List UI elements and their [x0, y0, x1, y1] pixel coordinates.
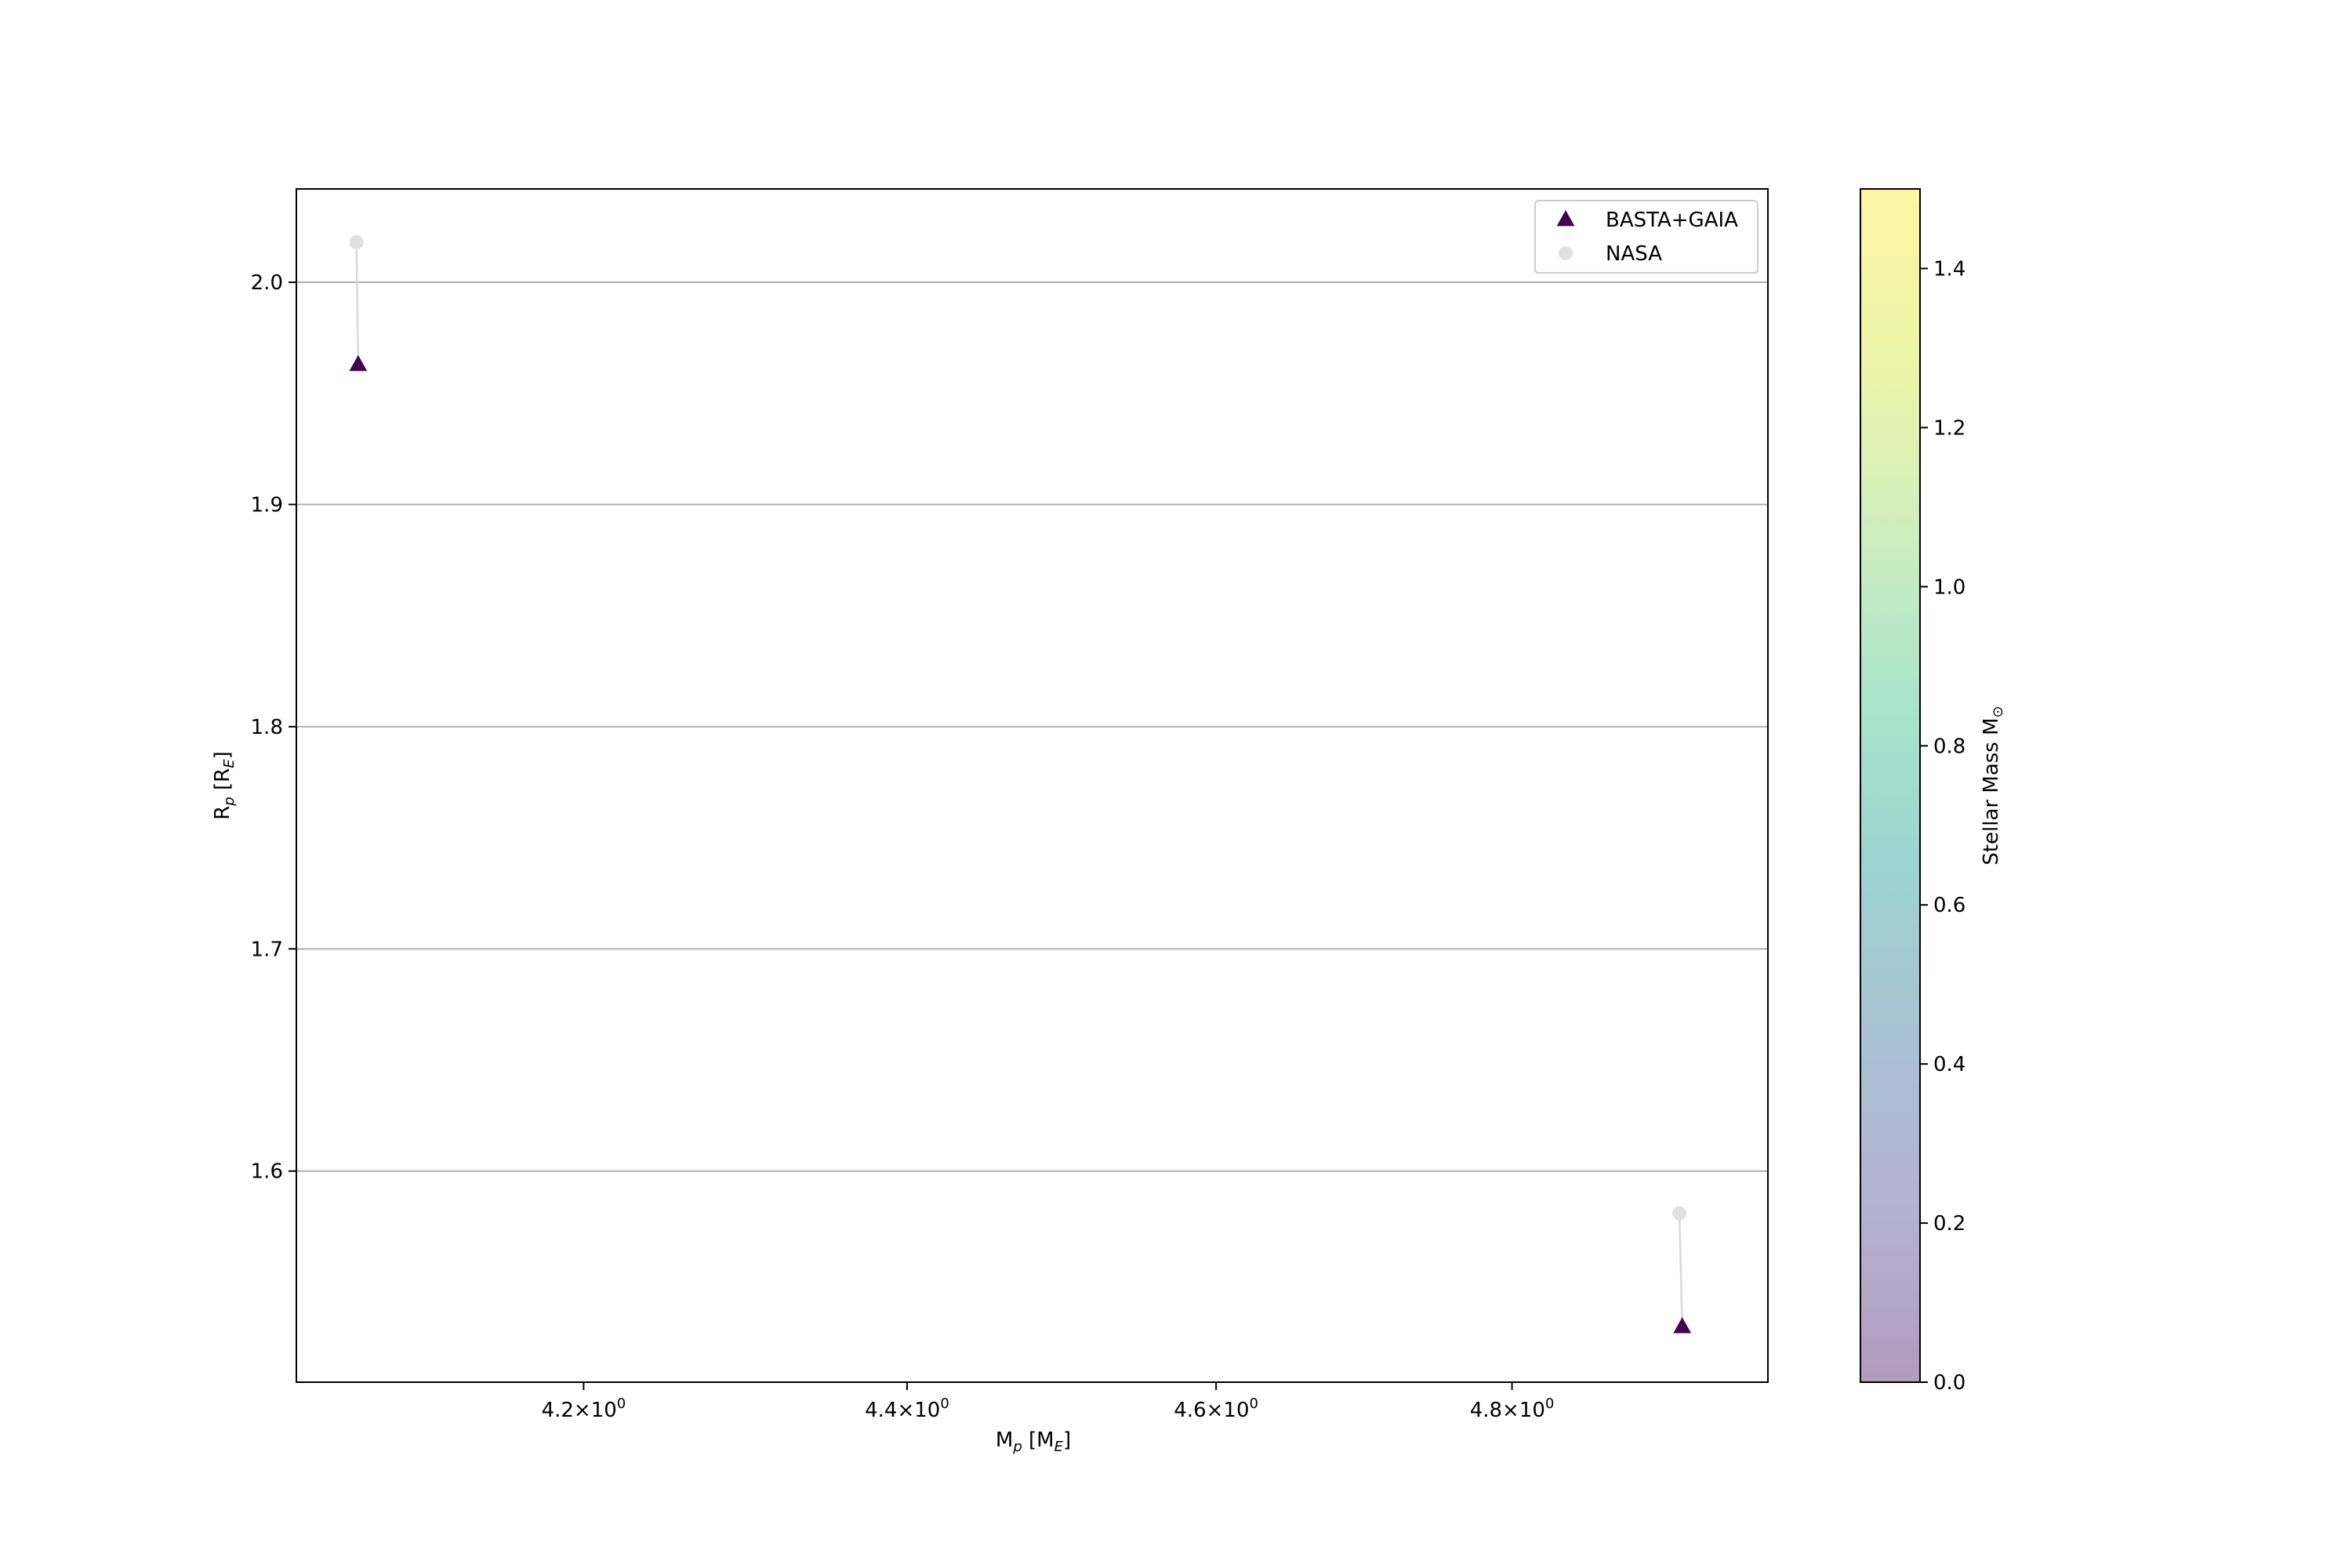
- nasa-point: [349, 235, 364, 250]
- x-tick-label-mantissa: 4.8×10: [1470, 1399, 1545, 1422]
- colorbar-tick-label: 1.0: [1933, 575, 1965, 599]
- x-axis-label-end: ]: [1063, 1428, 1071, 1452]
- y-tick-label: 1.6: [251, 1160, 283, 1184]
- x-tick-label: 4.4×100: [865, 1396, 949, 1422]
- legend-marker-nasa: [1559, 246, 1573, 260]
- colorbar-tick-label: 0.8: [1933, 735, 1965, 758]
- basta-gaia-point: [349, 354, 368, 372]
- grid-lines: [296, 281, 1768, 1172]
- y-axis-ticks: 1.6 1.7 1.8 1.9 2.0: [251, 271, 296, 1184]
- data-markers: [349, 235, 1692, 1334]
- x-axis-label-rest: [M: [1022, 1428, 1054, 1452]
- x-tick-label: 4.6×100: [1174, 1396, 1258, 1422]
- x-axis-label-sub2: E: [1054, 1439, 1064, 1455]
- x-tick-label-exponent: 0: [617, 1396, 626, 1412]
- colorbar: 0.0 0.2 0.4 0.6 0.8 1.0 1.2 1.4 Stellar Mass M⊙: [1860, 188, 2006, 1395]
- y-tick-label: 2.0: [251, 271, 283, 295]
- colorbar-gradient: [1860, 188, 1921, 1383]
- x-tick-label: 4.8×100: [1470, 1396, 1555, 1422]
- legend: BASTA+GAIA NASA: [1534, 200, 1759, 274]
- y-axis-label-sub: p: [221, 797, 238, 806]
- x-tick-label-exponent: 0: [1250, 1396, 1258, 1412]
- colorbar-tick-label: 1.4: [1933, 257, 1965, 281]
- colorbar-tick-label: 1.2: [1933, 416, 1965, 440]
- legend-box: [1534, 200, 1759, 274]
- y-axis-label: Rp [RE]: [211, 751, 238, 820]
- connector-line: [355, 242, 360, 365]
- colorbar-ticks: 0.0 0.2 0.4 0.6 0.8 1.0 1.2 1.4: [1920, 257, 1965, 1395]
- x-tick-label-exponent: 0: [940, 1396, 949, 1412]
- legend-label-basta-gaia: BASTA+GAIA: [1606, 209, 1738, 232]
- legend-markers: [1556, 210, 1575, 260]
- colorbar-label-main: Stellar Mass M: [1980, 717, 2003, 865]
- connectors: [355, 242, 1683, 1327]
- colorbar-label-sub: ⊙: [1990, 706, 2006, 717]
- x-axis-label-sub: p: [1012, 1439, 1022, 1455]
- x-axis-label: Mp [ME]: [996, 1428, 1071, 1455]
- connector-line: [1678, 1213, 1683, 1327]
- colorbar-label: Stellar Mass M⊙: [1980, 706, 2006, 865]
- colorbar-tick-label: 0.4: [1933, 1053, 1965, 1076]
- colorbar-tick-label: 0.6: [1933, 894, 1965, 917]
- nasa-point: [1672, 1206, 1687, 1221]
- colorbar-tick-label: 0.0: [1933, 1371, 1965, 1395]
- y-tick-label: 1.7: [251, 938, 283, 961]
- y-tick-label: 1.8: [251, 716, 283, 739]
- plot-frame: [296, 188, 1769, 1383]
- x-axis-label-main: M: [996, 1428, 1013, 1452]
- legend-label-nasa: NASA: [1606, 242, 1662, 266]
- colorbar-tick-label: 0.2: [1933, 1212, 1965, 1236]
- y-axis-label-sub2: E: [221, 759, 238, 768]
- x-axis-ticks: 4.2×100 4.4×100 4.6×100 4.8×100: [542, 1382, 1555, 1422]
- x-tick-label-mantissa: 4.2×10: [542, 1399, 617, 1422]
- x-tick-label-mantissa: 4.6×10: [1174, 1399, 1249, 1422]
- y-axis-label-end: ]: [211, 751, 234, 759]
- legend-marker-basta-gaia: [1556, 210, 1575, 227]
- y-tick-label: 1.9: [251, 493, 283, 517]
- y-axis-label-main: R: [211, 806, 234, 820]
- x-tick-label-mantissa: 4.4×10: [865, 1399, 940, 1422]
- x-tick-label-exponent: 0: [1545, 1396, 1554, 1412]
- x-tick-label: 4.2×100: [542, 1396, 626, 1422]
- basta-gaia-point: [1673, 1317, 1692, 1334]
- y-axis-label-rest: [R: [211, 768, 234, 797]
